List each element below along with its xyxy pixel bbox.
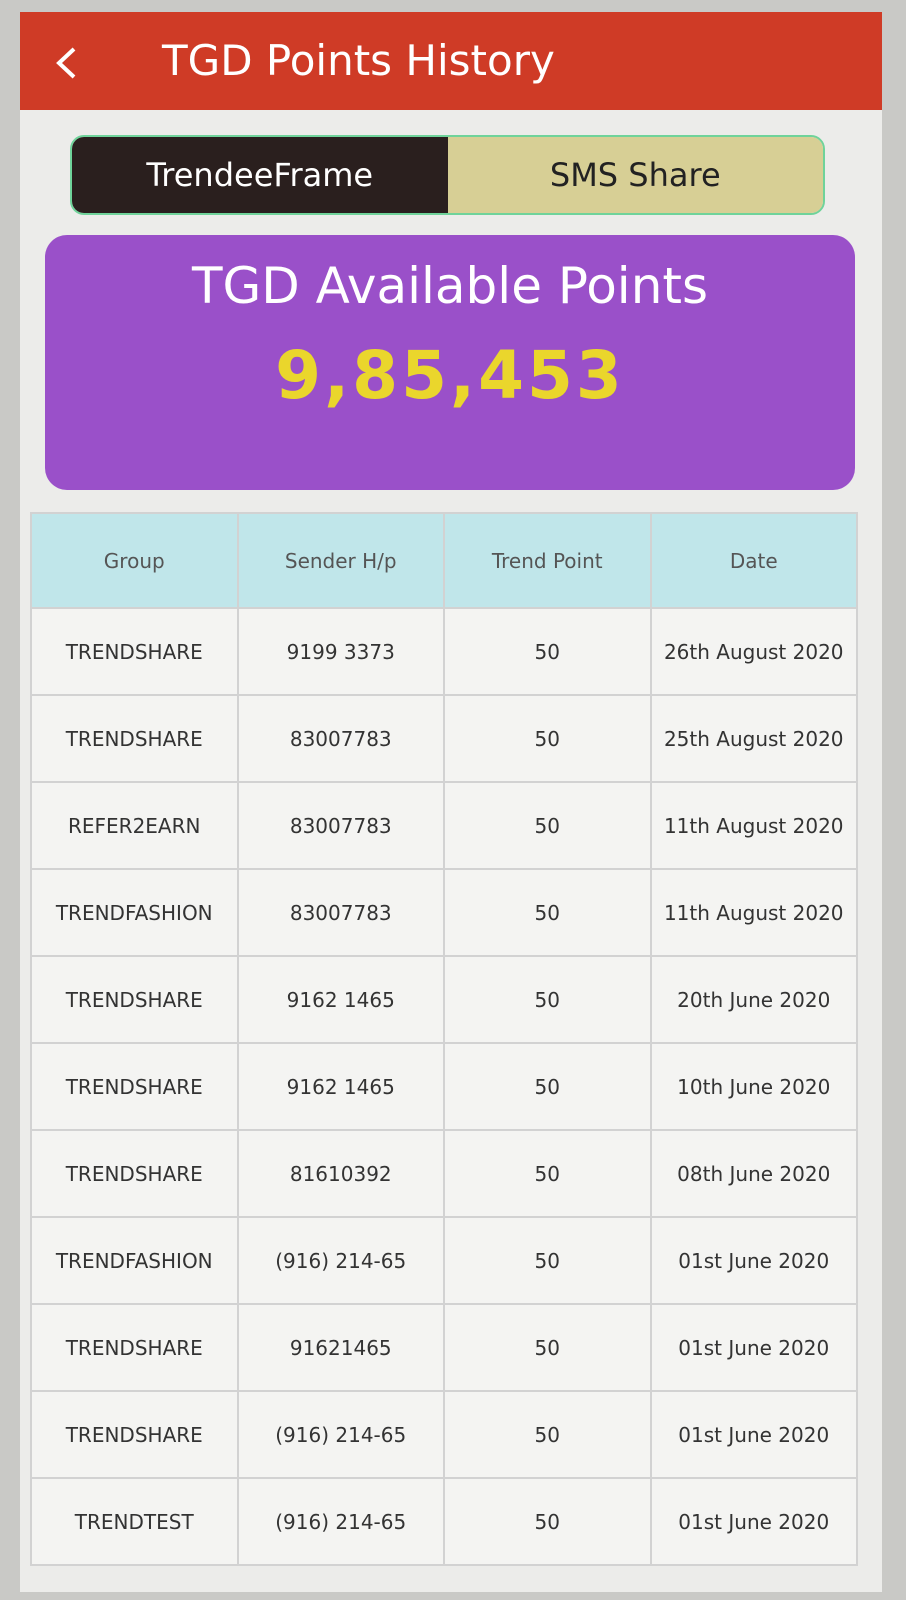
table-cell: 26th August 2020 [649, 607, 858, 696]
table-cell: 08th June 2020 [649, 1129, 858, 1218]
card-title: TGD Available Points [191, 257, 709, 315]
table-row: TRENDSHARE 83007783 50 25th August 2020 [30, 694, 858, 783]
table-cell: TRENDTEST [30, 1477, 239, 1566]
table-cell: 50 [443, 1129, 652, 1218]
table-cell: 25th August 2020 [649, 694, 858, 783]
table-cell: 9199 3373 [236, 607, 445, 696]
table-cell: 50 [443, 694, 652, 783]
table-row: TRENDSHARE 81610392 50 08th June 2020 [30, 1129, 858, 1218]
back-button[interactable] [54, 46, 78, 80]
table-cell: 10th June 2020 [649, 1042, 858, 1131]
table-row: TRENDSHARE 9199 3373 50 26th August 2020 [30, 607, 858, 696]
column-header: Group [30, 512, 239, 609]
column-header: Sender H/p [236, 512, 445, 609]
table-cell: 50 [443, 868, 652, 957]
tab[interactable]: SMS Share [447, 137, 823, 213]
table-cell: REFER2EARN [30, 781, 239, 870]
header-bar: TGD Points History [20, 12, 882, 110]
table-cell: 11th August 2020 [649, 781, 858, 870]
table-row: TRENDTEST (916) 214-65 50 01st June 2020 [30, 1477, 858, 1566]
table-cell: 01st June 2020 [649, 1477, 858, 1566]
app-screen: TGD Points History TrendeeFrame SMS Shar… [20, 12, 882, 1592]
table-header-row: Group Sender H/p Trend Point Date [30, 512, 858, 609]
table-cell: TRENDSHARE [30, 607, 239, 696]
table-cell: 50 [443, 607, 652, 696]
column-header: Trend Point [443, 512, 652, 609]
table-cell: 11th August 2020 [649, 868, 858, 957]
table-row: TRENDFASHION 83007783 50 11th August 2020 [30, 868, 858, 957]
table-cell: TRENDSHARE [30, 694, 239, 783]
table-cell: TRENDSHARE [30, 1390, 239, 1479]
table-cell: 50 [443, 955, 652, 1044]
table-cell: 50 [443, 1042, 652, 1131]
table-cell: TRENDSHARE [30, 955, 239, 1044]
table-row: TRENDSHARE 9162 1465 50 20th June 2020 [30, 955, 858, 1044]
points-card: TGD Available Points 9,85,453 [45, 235, 855, 490]
table-row: REFER2EARN 83007783 50 11th August 2020 [30, 781, 858, 870]
column-header: Date [649, 512, 858, 609]
header-title: TGD Points History [162, 36, 555, 85]
table-cell: 20th June 2020 [649, 955, 858, 1044]
table-cell: 50 [443, 781, 652, 870]
table-cell: 50 [443, 1390, 652, 1479]
tab-bar: TrendeeFrame SMS Share [70, 135, 825, 215]
table-cell: 91621465 [236, 1303, 445, 1392]
table-cell: 50 [443, 1216, 652, 1305]
points-value: 9,85,453 [275, 337, 625, 414]
table-cell: TRENDFASHION [30, 868, 239, 957]
points-table: Group Sender H/p Trend Point Date TRENDSHARE… [30, 512, 858, 1566]
table-row: TRENDFASHION (916) 214-65 50 01st June 2020 [30, 1216, 858, 1305]
tab[interactable]: TrendeeFrame [72, 137, 448, 213]
table-cell: (916) 214-65 [236, 1216, 445, 1305]
table-cell: TRENDSHARE [30, 1042, 239, 1131]
table-cell: TRENDSHARE [30, 1129, 239, 1218]
table-cell: (916) 214-65 [236, 1390, 445, 1479]
table-cell: 9162 1465 [236, 955, 445, 1044]
table-cell: (916) 214-65 [236, 1477, 445, 1566]
table-cell: 83007783 [236, 781, 445, 870]
table-cell: TRENDFASHION [30, 1216, 239, 1305]
table-cell: 83007783 [236, 694, 445, 783]
table-cell: 81610392 [236, 1129, 445, 1218]
table-row: TRENDSHARE (916) 214-65 50 01st June 2020 [30, 1390, 858, 1479]
table-row: TRENDSHARE 91621465 50 01st June 2020 [30, 1303, 858, 1392]
table-cell: 50 [443, 1477, 652, 1566]
table-cell: 50 [443, 1303, 652, 1392]
table-cell: 83007783 [236, 868, 445, 957]
table-cell: 01st June 2020 [649, 1303, 858, 1392]
table-cell: 01st June 2020 [649, 1390, 858, 1479]
table-cell: 01st June 2020 [649, 1216, 858, 1305]
table-cell: 9162 1465 [236, 1042, 445, 1131]
table-row: TRENDSHARE 9162 1465 50 10th June 2020 [30, 1042, 858, 1131]
table-cell: TRENDSHARE [30, 1303, 239, 1392]
